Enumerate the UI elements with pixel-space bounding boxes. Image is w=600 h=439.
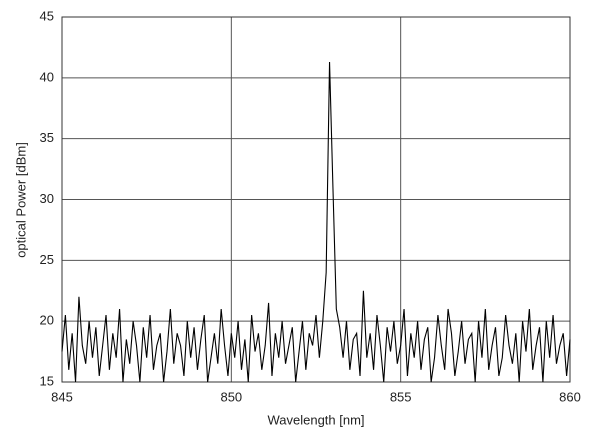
x-tick-label: 850 [220,389,242,404]
y-axis-label: optical Power [dBm] [13,142,28,258]
y-tick-label: 45 [40,8,54,23]
plot-frame [61,16,571,383]
x-tick-label: 855 [390,389,412,404]
data-line [61,62,571,383]
y-tick-label: 20 [40,313,54,328]
y-tick-label: 25 [40,252,54,267]
x-tick-label: 860 [559,389,581,404]
y-tick-label: 40 [40,69,54,84]
y-tick-label: 30 [40,191,54,206]
x-axis-label: Wavelength [nm] [267,412,364,427]
y-tick-label: 15 [40,373,54,388]
x-tick-label: 845 [51,389,73,404]
y-tick-label: 35 [40,130,54,145]
